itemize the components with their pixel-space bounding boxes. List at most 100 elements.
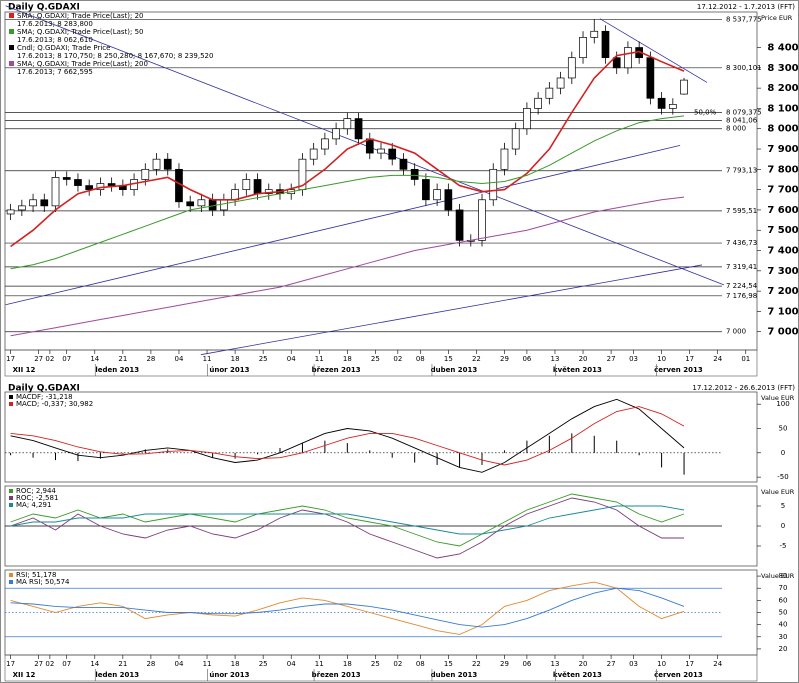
legend-last: 17.6.2013; 7 662,595 <box>17 68 93 76</box>
date-range: 17.12.2012 - 1.7.2013 (FFT) <box>697 3 795 11</box>
y-tick-label: 40 <box>779 621 788 629</box>
month-label: březen 2013 <box>312 366 361 374</box>
candle-body <box>624 47 632 69</box>
indicator-line <box>10 497 684 559</box>
x-tick-label: 13 <box>551 660 560 668</box>
candle-body <box>545 87 554 99</box>
legend-name: MACDF; -31,218 <box>16 393 73 401</box>
candle-body <box>29 199 37 207</box>
month-label: duben 2013 <box>431 671 478 679</box>
candle-body <box>231 189 239 201</box>
x-tick-label: 21 <box>118 660 127 668</box>
candle-body <box>332 128 340 140</box>
x-tick-label: 17 <box>685 660 694 668</box>
y-tick-label: 7 200 <box>767 286 798 297</box>
candle-body <box>500 148 509 170</box>
y-tick-label: 50 <box>779 609 788 617</box>
y-tick-label: 70 <box>779 584 788 592</box>
legend-swatch <box>9 13 14 18</box>
price-level-label: 7 595,51 <box>726 207 757 215</box>
candle-body <box>478 199 486 241</box>
y-tick-label: 8 100 <box>767 103 798 114</box>
month-label: duben 2013 <box>431 366 478 374</box>
x-tick-label: 25 <box>259 355 268 363</box>
x-tick-label: 01 <box>741 355 750 363</box>
legend-name: ROC; 2,944 <box>16 487 56 495</box>
x-tick-label: 02 <box>393 355 402 363</box>
candle-body <box>309 148 318 160</box>
y-tick-label: 8 200 <box>767 83 798 94</box>
trend-line <box>200 264 703 356</box>
x-tick-label: 02 <box>45 355 54 363</box>
x-tick-label: 04 <box>175 660 184 668</box>
candle-body <box>377 148 385 154</box>
y-tick-label: 7 400 <box>767 246 798 257</box>
x-tick-label: 18 <box>231 355 240 363</box>
candle-body <box>321 138 329 150</box>
candle-body <box>657 97 666 109</box>
candle-body <box>74 179 82 186</box>
panel-title: Daily Q.GDAXI <box>8 384 80 394</box>
x-tick-label: 11 <box>203 660 212 668</box>
candle-body <box>197 199 206 207</box>
x-tick-label: 17 <box>685 355 694 363</box>
legend-swatch <box>9 503 13 507</box>
x-tick-label: 27 <box>607 355 616 363</box>
candle-body <box>40 199 49 207</box>
x-tick-label: 06 <box>522 660 531 668</box>
x-tick-label: 22 <box>472 660 481 668</box>
y-tick-label: 8 000 <box>767 124 798 135</box>
x-tick-label: 28 <box>146 660 155 668</box>
candle-body <box>253 179 262 195</box>
y-tick-label: 7 300 <box>767 266 798 277</box>
candle-body <box>511 128 520 150</box>
legend-name: SMA; Q.GDAXI; Trade Price(Last); 200 <box>17 60 148 68</box>
candle-body <box>534 97 542 109</box>
legend-name: MA; 4,291 <box>16 501 51 509</box>
indicator-line <box>10 587 685 628</box>
month-label: leden 2013 <box>95 366 139 374</box>
price-level-note: 50,0% <box>694 109 717 117</box>
candle-body <box>343 118 352 130</box>
month-label: leden 2013 <box>95 671 139 679</box>
legend-swatch <box>9 402 13 406</box>
x-tick-label: 14 <box>90 660 99 668</box>
x-tick-label: 18 <box>343 660 352 668</box>
x-tick-label: 27 <box>34 355 43 363</box>
axis-label: Price EUR <box>761 14 793 22</box>
candle-body <box>107 183 116 186</box>
month-label: květen 2013 <box>553 366 602 374</box>
y-tick-label: 7 500 <box>767 225 798 236</box>
legend-name: MACD; -0,337; 30,982 <box>16 400 93 408</box>
y-tick-label: 8 400 <box>767 43 798 54</box>
y-tick-label: 0 <box>781 449 785 457</box>
candle-body <box>646 57 655 99</box>
x-tick-label: 11 <box>203 355 212 363</box>
legend-last: 17.6.2013; 8 283,800 <box>17 20 93 28</box>
y-tick-label: 60 <box>779 596 788 604</box>
x-tick-label: 07 <box>62 355 71 363</box>
axis-label: Value EUR <box>761 394 795 402</box>
legend-name: SMA; Q.GDAXI; Trade Price(Last); 50 <box>17 28 144 36</box>
x-tick-label: 27 <box>607 660 616 668</box>
candle-body <box>51 177 60 207</box>
trend-line <box>5 5 725 286</box>
month-label: únor 2013 <box>209 366 249 374</box>
candle-body <box>433 189 441 201</box>
x-tick-label: 20 <box>579 660 588 668</box>
y-tick-label: -50 <box>777 473 788 481</box>
y-tick-label: 50 <box>779 424 788 432</box>
candle-body <box>590 30 599 38</box>
legend-name: ROC; -2,581 <box>16 494 58 502</box>
month-label: březen 2013 <box>312 671 361 679</box>
x-tick-label: 07 <box>62 660 71 668</box>
sma-line <box>10 115 685 270</box>
y-tick-label: 8 300 <box>767 63 798 74</box>
x-tick-label: 20 <box>579 355 588 363</box>
x-tick-label: 08 <box>416 355 425 363</box>
legend-swatch <box>9 395 13 399</box>
y-tick-label: 7 800 <box>767 164 798 175</box>
x-axis-band <box>4 349 758 377</box>
candle-body <box>612 57 621 69</box>
